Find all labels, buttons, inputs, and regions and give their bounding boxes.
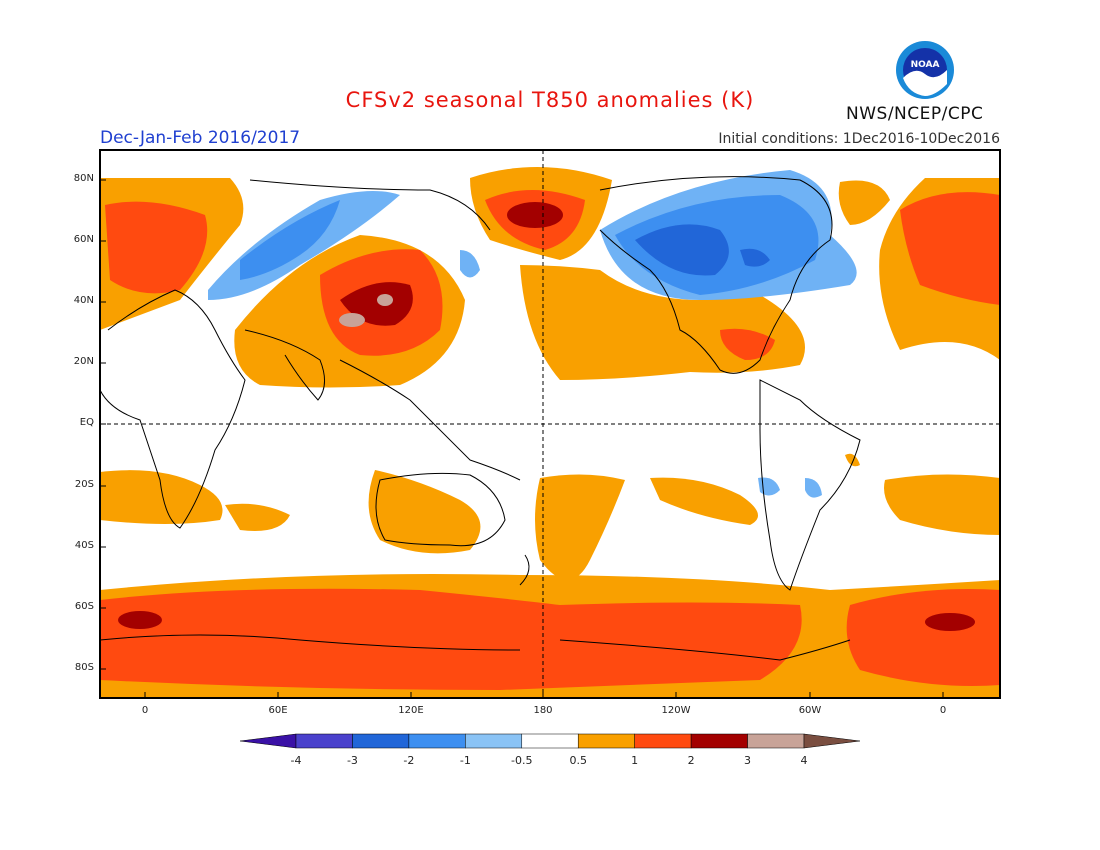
longitude-label: 0 [141, 705, 149, 716]
colorbar-swatch [690, 733, 748, 749]
colorbar-label: 2 [687, 754, 695, 767]
latitude-label: 60S [74, 601, 94, 612]
colorbar-label: 4 [800, 754, 808, 767]
colorbar-arrow-high [803, 733, 861, 749]
warm-regions [100, 190, 1000, 690]
strong-cool-regions [635, 224, 770, 276]
colorbar-label: -3 [346, 754, 358, 767]
map-ticks [100, 179, 944, 698]
latitude-label: 20S [74, 479, 94, 490]
colorbar-arrow-low [239, 733, 297, 749]
colorbar-swatch [352, 733, 410, 749]
colorbar-swatch [577, 733, 635, 749]
colorbar-label: 1 [631, 754, 639, 767]
longitude-label: 60W [798, 705, 822, 716]
longitude-label: 120W [661, 705, 691, 716]
colorbar-swatch [634, 733, 692, 749]
colorbar-swatch [408, 733, 466, 749]
map-field [100, 150, 1000, 698]
latitude-label: 60N [73, 234, 94, 245]
colorbar-label: 3 [744, 754, 752, 767]
noaa-logo-text: NOAA [911, 60, 940, 70]
noaa-logo-icon: NOAA [896, 41, 954, 99]
agency-label: NWS/NCEP/CPC [846, 104, 984, 124]
colorbar-swatch [747, 733, 805, 749]
latitude-label: 40S [74, 540, 94, 551]
latitude-label: EQ [79, 417, 94, 428]
longitude-label: 120E [398, 705, 424, 716]
colorbar-swatch [465, 733, 523, 749]
very-warm-regions [339, 294, 393, 327]
latitude-label: 80N [73, 173, 94, 184]
colorbar-swatch [521, 733, 579, 749]
forecast-period: Dec-Jan-Feb 2016/2017 [100, 128, 301, 148]
longitude-label: 180 [533, 705, 553, 716]
colorbar-swatch [295, 733, 353, 749]
latitude-label: 20N [73, 356, 94, 367]
colorbar-label: -4 [290, 754, 302, 767]
longitude-label: 60E [268, 705, 288, 716]
latitude-label: 80S [74, 662, 94, 673]
colorbar-label: -2 [403, 754, 415, 767]
colorbar-label: -1 [459, 754, 471, 767]
colorbar-label: 0.5 [569, 754, 587, 767]
chart-title: CFSv2 seasonal T850 anomalies (K) [345, 88, 755, 112]
latitude-label: 40N [73, 295, 94, 306]
colorbar-label: -0.5 [511, 754, 533, 767]
coastlines [100, 176, 861, 661]
initial-conditions: Initial conditions: 1Dec2016-10Dec2016 [718, 131, 1000, 147]
longitude-label: 0 [939, 705, 947, 716]
